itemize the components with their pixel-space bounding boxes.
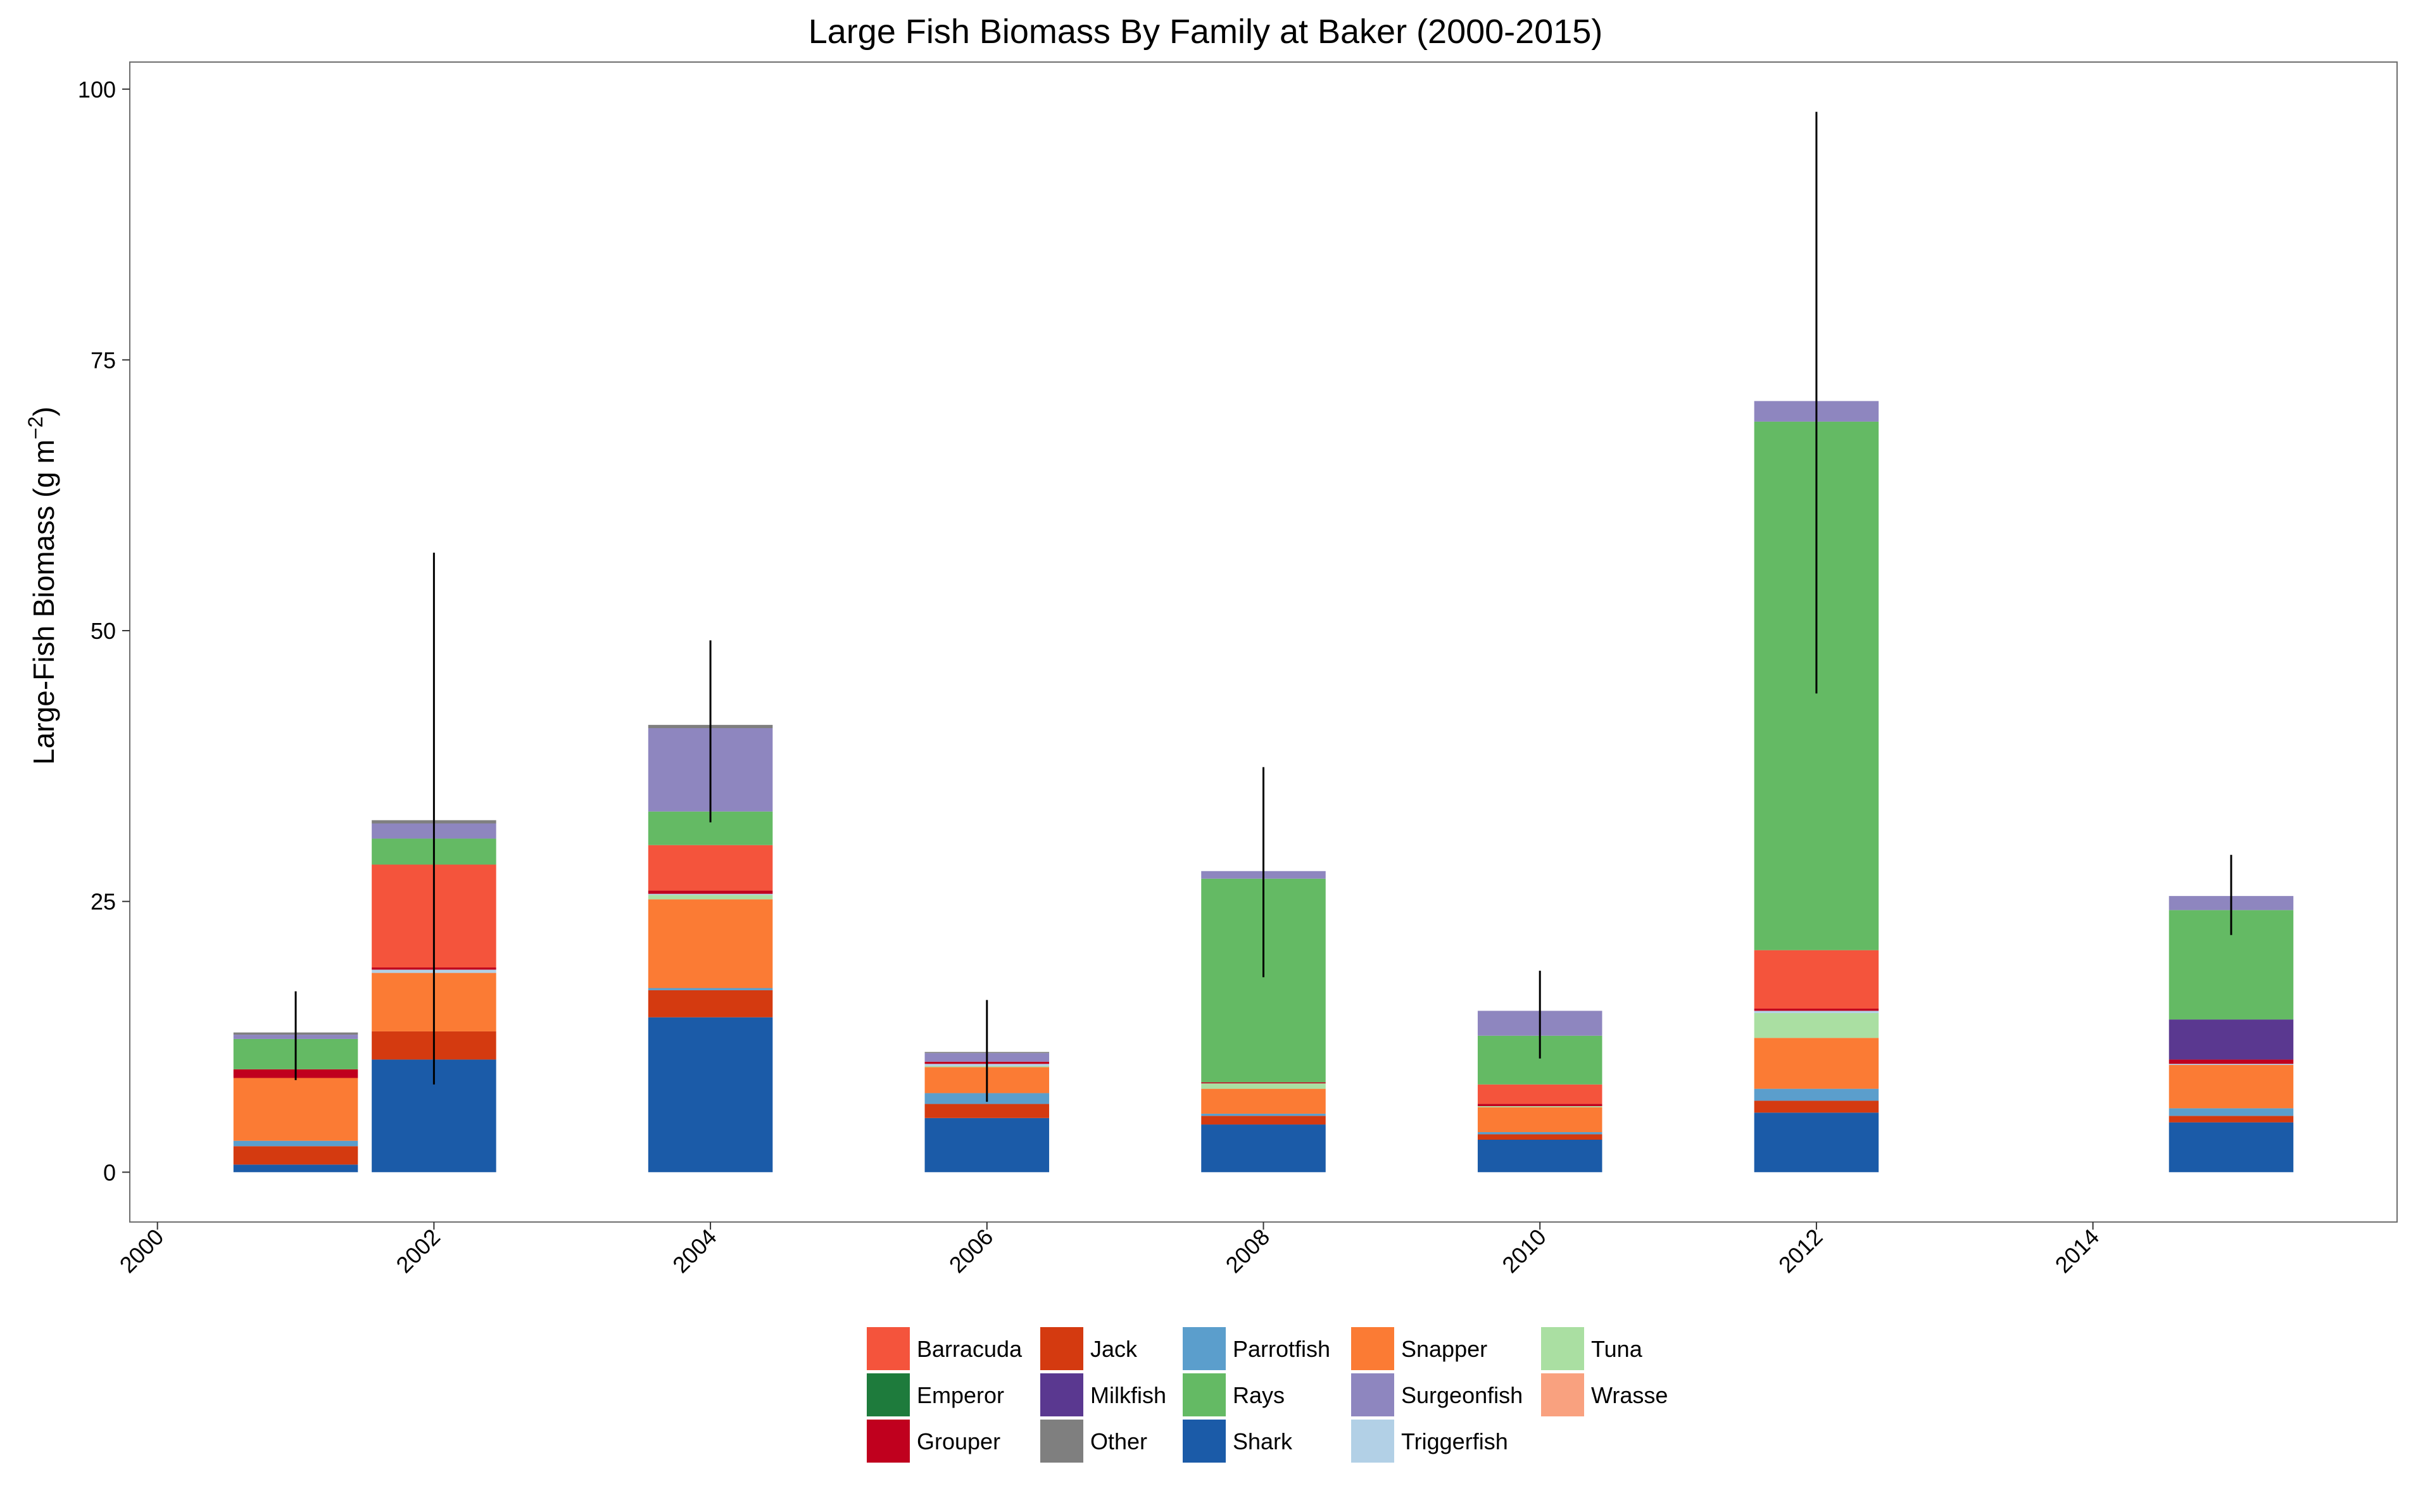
legend-label-snapper: Snapper xyxy=(1401,1336,1487,1362)
legend-label-tuna: Tuna xyxy=(1591,1336,1643,1362)
bar-segment-grouper-2010 xyxy=(1477,1104,1602,1106)
y-axis: 0 25 50 75 100 xyxy=(78,77,130,1185)
legend-key-emperor xyxy=(866,1372,911,1418)
legend-label-surgeonfish: Surgeonfish xyxy=(1401,1382,1523,1408)
legend-label-grouper: Grouper xyxy=(917,1428,1000,1454)
bar-segment-shark-2006 xyxy=(924,1118,1050,1173)
x-tick-label-2006: 2006 xyxy=(944,1224,998,1278)
legend-key-triggerfish xyxy=(1350,1418,1395,1464)
chart-title: Large Fish Biomass By Family at Baker (2… xyxy=(809,13,1603,51)
legend-key-grouper xyxy=(866,1418,911,1464)
error-bars xyxy=(294,111,2232,1102)
x-tick-label-2004: 2004 xyxy=(667,1224,722,1278)
bar-segment-tuna-2008 xyxy=(1201,1083,1326,1089)
bar-segment-tuna-2010 xyxy=(1477,1106,1602,1107)
bar-segment-snapper-2012 xyxy=(1754,1038,1879,1089)
bar-segment-barracuda-2010 xyxy=(1477,1084,1602,1104)
bar-segment-snapper-2004 xyxy=(648,899,773,988)
svg-text:Large-Fish Biomass (g m−2): Large-Fish Biomass (g m−2) xyxy=(24,406,60,765)
legend-label-barracuda: Barracuda xyxy=(917,1336,1023,1362)
bar-segment-shark-2004 xyxy=(648,1017,773,1173)
bar-segment-shark-2008 xyxy=(1201,1125,1326,1173)
legend-key-wrasse xyxy=(1540,1372,1585,1418)
legend-label-triggerfish: Triggerfish xyxy=(1401,1428,1508,1454)
legend-label-milkfish: Milkfish xyxy=(1090,1382,1166,1408)
bar-segment-shark-2010 xyxy=(1477,1139,1602,1173)
bar-segment-barracuda-2004 xyxy=(648,845,773,891)
legend-label-other: Other xyxy=(1090,1428,1147,1454)
legend-key-milkfish xyxy=(1039,1372,1085,1418)
bar-segment-parrotfish-2001 xyxy=(233,1140,358,1147)
y-axis-title-main: Large-Fish Biomass (g m xyxy=(27,439,60,765)
y-tick-label-0: 0 xyxy=(103,1159,116,1185)
legend-key-parrotfish xyxy=(1181,1326,1227,1371)
legend: Barracuda Emperor Grouper Jack Milkfish Other… xyxy=(866,1326,1668,1464)
bar-segment-snapper-2010 xyxy=(1477,1107,1602,1133)
bar-segment-jack-2008 xyxy=(1201,1116,1326,1125)
bar-segment-grouper-2012 xyxy=(1754,1009,1879,1011)
y-tick-label-50: 50 xyxy=(91,618,116,644)
legend-label-parrotfish: Parrotfish xyxy=(1233,1336,1330,1362)
bar-segment-shark-2015 xyxy=(2169,1122,2294,1173)
bar-segment-grouper-2004 xyxy=(648,890,773,894)
bar-segment-jack-2015 xyxy=(2169,1116,2294,1123)
bar-segment-triggerfish-2015 xyxy=(2169,1064,2294,1065)
bar-segment-barracuda-2012 xyxy=(1754,950,1879,1009)
legend-label-shark: Shark xyxy=(1233,1428,1293,1454)
y-tick-label-25: 25 xyxy=(91,889,116,915)
bar-segment-parrotfish-2008 xyxy=(1201,1113,1326,1116)
bar-segment-milkfish-2015 xyxy=(2169,1019,2294,1060)
legend-key-shark xyxy=(1181,1418,1227,1464)
legend-key-jack xyxy=(1039,1326,1085,1371)
y-tick-label-75: 75 xyxy=(91,347,116,373)
bar-segment-jack-2010 xyxy=(1477,1134,1602,1140)
bar-segment-grouper-2008 xyxy=(1201,1082,1326,1084)
x-tick-label-2002: 2002 xyxy=(391,1224,445,1278)
legend-key-other xyxy=(1039,1418,1085,1464)
x-axis: 2000 2002 2004 2006 2008 2010 2012 2014 xyxy=(115,1222,2105,1278)
bar-segment-jack-2012 xyxy=(1754,1100,1879,1113)
x-tick-label-2012: 2012 xyxy=(1773,1224,1828,1278)
bar-segment-parrotfish-2015 xyxy=(2169,1108,2294,1116)
bar-segment-jack-2006 xyxy=(924,1104,1050,1118)
bar-segment-shark-2001 xyxy=(233,1164,358,1173)
y-axis-title-suffix: ) xyxy=(27,406,60,416)
y-axis-title: Large-Fish Biomass (g m−2) xyxy=(24,406,60,765)
legend-key-tuna xyxy=(1540,1326,1585,1371)
legend-key-surgeonfish xyxy=(1350,1372,1395,1418)
bar-segment-triggerfish-2012 xyxy=(1754,1011,1879,1013)
bar-segment-jack-2001 xyxy=(233,1146,358,1165)
legend-label-rays: Rays xyxy=(1233,1382,1285,1408)
legend-label-jack: Jack xyxy=(1090,1336,1138,1362)
bar-segment-snapper-2015 xyxy=(2169,1064,2294,1109)
bar-segment-snapper-2008 xyxy=(1201,1088,1326,1114)
legend-label-emperor: Emperor xyxy=(917,1382,1004,1408)
bar-segment-parrotfish-2010 xyxy=(1477,1132,1602,1135)
bar-segment-grouper-2015 xyxy=(2169,1059,2294,1064)
y-tick-label-100: 100 xyxy=(78,77,116,103)
legend-label-wrasse: Wrasse xyxy=(1591,1382,1668,1408)
x-tick-label-2010: 2010 xyxy=(1497,1224,1551,1278)
legend-key-barracuda xyxy=(866,1326,911,1371)
x-tick-label-2014: 2014 xyxy=(2050,1224,2105,1278)
bar-segment-parrotfish-2004 xyxy=(648,988,773,990)
bar-segment-triggerfish-2004 xyxy=(648,893,773,895)
y-axis-title-superscript: −2 xyxy=(24,417,47,439)
legend-key-snapper xyxy=(1350,1326,1395,1371)
legend-key-rays xyxy=(1181,1372,1227,1418)
x-tick-label-2000: 2000 xyxy=(115,1224,169,1278)
bar-segment-tuna-2004 xyxy=(648,895,773,900)
bar-segment-shark-2012 xyxy=(1754,1112,1879,1173)
x-tick-label-2008: 2008 xyxy=(1221,1224,1275,1278)
bar-segment-snapper-2001 xyxy=(233,1078,358,1141)
bar-segment-parrotfish-2012 xyxy=(1754,1088,1879,1101)
bar-segment-jack-2004 xyxy=(648,990,773,1017)
bar-segment-tuna-2012 xyxy=(1754,1012,1879,1038)
